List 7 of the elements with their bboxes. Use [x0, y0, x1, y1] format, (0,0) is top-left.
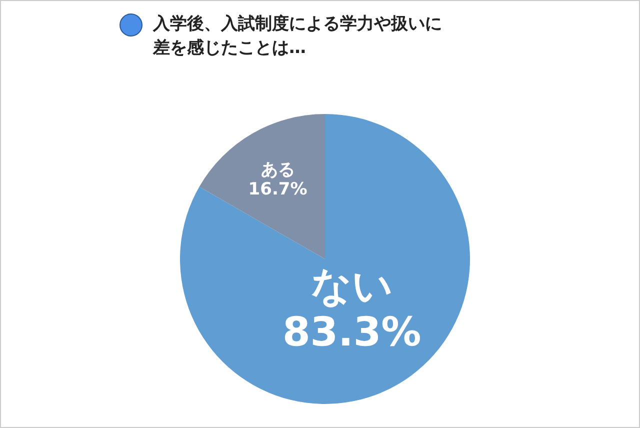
data-label: 16.7%: [248, 179, 308, 200]
pie-slice: [199, 114, 325, 259]
pie-slice: [180, 114, 470, 404]
slice-label: ない: [310, 263, 393, 310]
data-label: 83.3%: [282, 309, 422, 356]
chart-title: 入学後、入試制度による学力や扱いに差を感じたことは…: [153, 13, 443, 60]
slice-label: ある: [260, 160, 295, 180]
